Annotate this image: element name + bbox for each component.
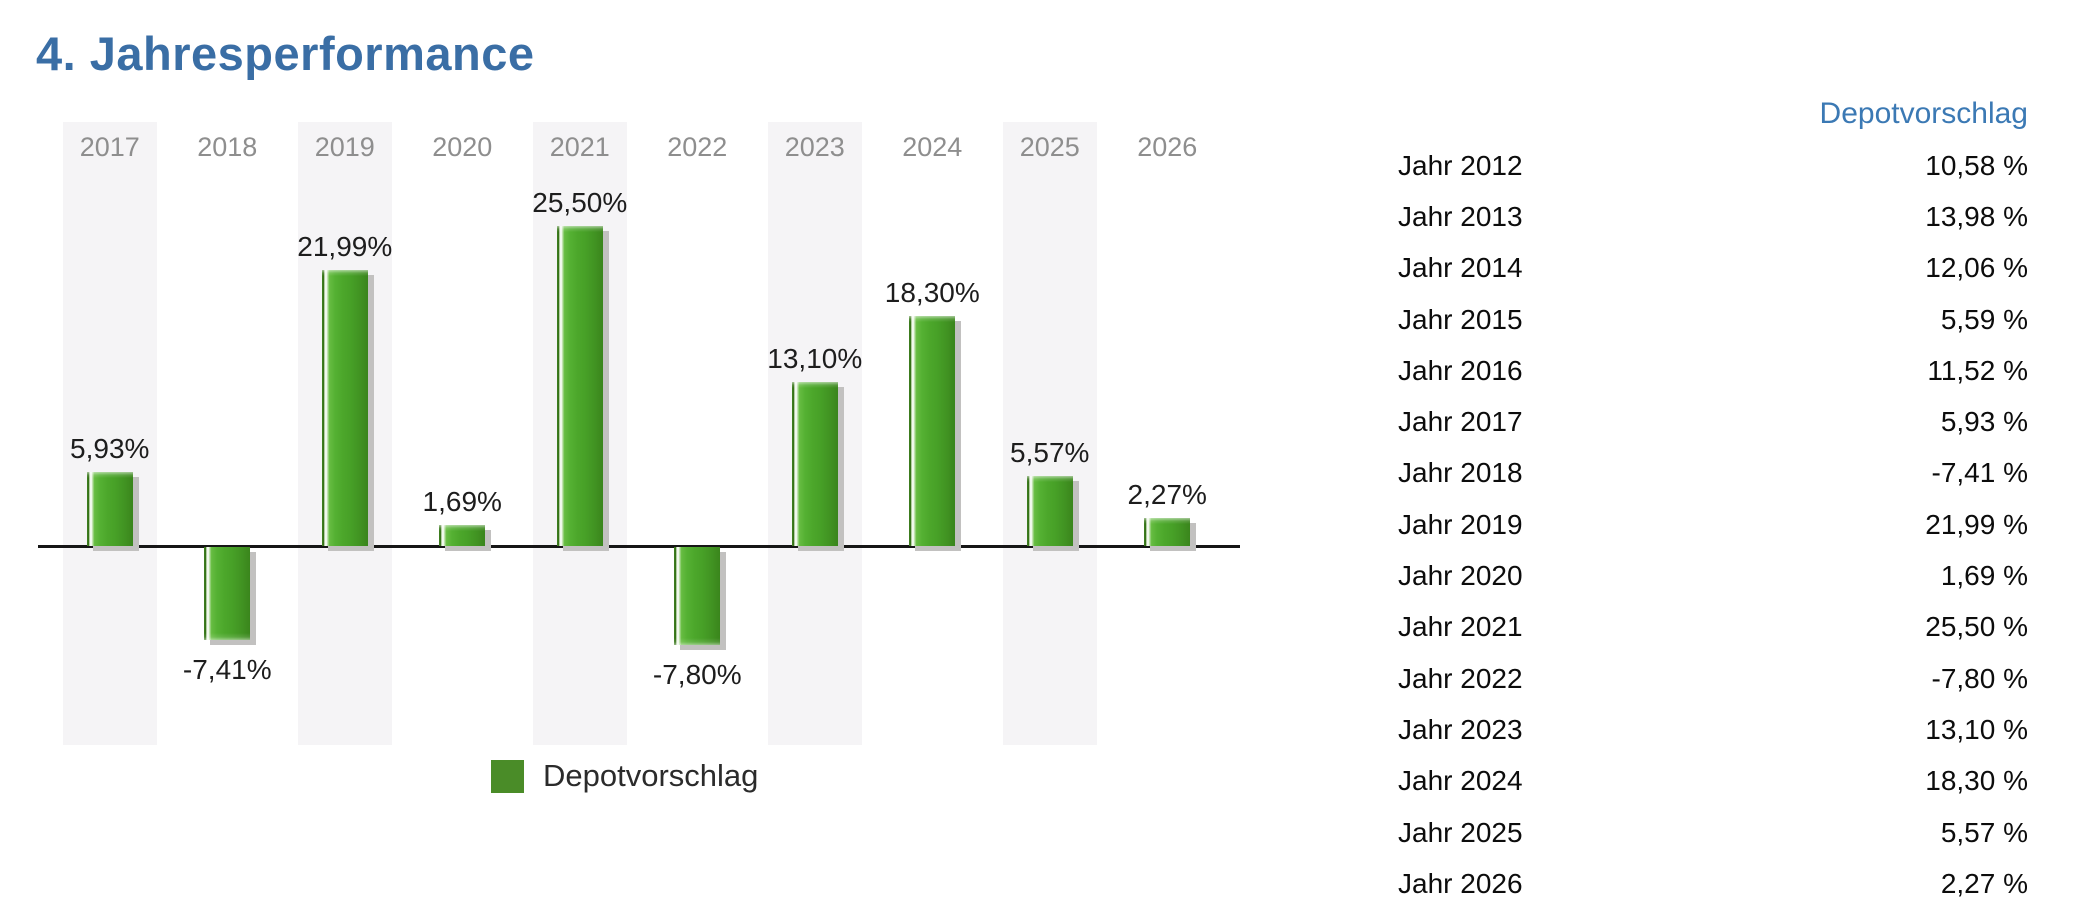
- bar-value-label: 18,30%: [884, 277, 980, 308]
- chart-column: 2017 5,93%: [51, 122, 169, 745]
- row-value: 13,10 %: [1925, 713, 2028, 745]
- chart-legend: Depotvorschlag: [491, 758, 758, 794]
- chart-column: 2022 -7,80%: [639, 122, 757, 745]
- bar: [86, 472, 133, 546]
- row-label: Jahr 2019: [1398, 508, 1523, 540]
- yearly-performance-bar-chart: 2017 5,93% 2018 -7,41% 2019 21,99% 2020 …: [38, 122, 1240, 794]
- bar: [556, 226, 603, 546]
- year-label: 2024: [902, 132, 963, 162]
- row-value: -7,80 %: [1931, 662, 2029, 694]
- year-label: 2023: [784, 132, 845, 162]
- row-value: 5,59 %: [1940, 303, 2028, 335]
- bar-value-label: 2,27%: [1127, 479, 1207, 510]
- row-value: 1,69 %: [1940, 560, 2028, 592]
- table-header: Depotvorschlag: [1819, 97, 2028, 130]
- year-label: 2019: [314, 132, 375, 162]
- table-row: Jahr 2026 2,27 %: [1398, 858, 2028, 909]
- row-label: Jahr 2026: [1398, 867, 1523, 899]
- year-label: 2021: [549, 132, 610, 162]
- bar-value-label: -7,41%: [182, 654, 272, 685]
- row-value: 21,99 %: [1925, 508, 2028, 540]
- bar: [674, 547, 721, 645]
- bar: [791, 382, 838, 546]
- year-label: 2017: [79, 132, 140, 162]
- bar: [439, 525, 486, 546]
- row-value: 18,30 %: [1925, 765, 2028, 797]
- chart-column: 2019 21,99%: [286, 122, 404, 745]
- row-value: 25,50 %: [1925, 611, 2028, 643]
- table-row: Jahr 2018 -7,41 %: [1398, 448, 2028, 499]
- year-label: 2026: [1137, 132, 1198, 162]
- row-label: Jahr 2017: [1398, 406, 1523, 438]
- table-rows: Jahr 2012 10,58 % Jahr 2013 13,98 % Jahr…: [1398, 140, 2028, 909]
- table-row: Jahr 2021 25,50 %: [1398, 602, 2028, 653]
- year-label: 2018: [197, 132, 258, 162]
- row-value: 11,52 %: [1927, 354, 2028, 386]
- bar-value-label: 5,57%: [1010, 437, 1090, 468]
- table-row: Jahr 2017 5,93 %: [1398, 396, 2028, 447]
- table-row: Jahr 2015 5,59 %: [1398, 294, 2028, 345]
- row-label: Jahr 2023: [1398, 713, 1523, 745]
- legend-label: Depotvorschlag: [543, 758, 759, 793]
- chart-column: 2023 13,10%: [756, 122, 874, 745]
- page-title: 4. Jahresperformance: [36, 27, 535, 80]
- chart-column: 2018 -7,41%: [169, 122, 287, 745]
- bar: [321, 270, 368, 546]
- table-row: Jahr 2024 18,30 %: [1398, 756, 2028, 807]
- row-label: Jahr 2024: [1398, 765, 1523, 797]
- row-value: 12,06 %: [1925, 252, 2028, 284]
- row-label: Jahr 2012: [1398, 149, 1523, 181]
- table-row: Jahr 2013 13,98 %: [1398, 191, 2028, 242]
- table-row: Jahr 2020 1,69 %: [1398, 550, 2028, 601]
- table-row: Jahr 2025 5,57 %: [1398, 807, 2028, 858]
- table-row: Jahr 2023 13,10 %: [1398, 704, 2028, 755]
- row-value: 10,58 %: [1925, 149, 2028, 181]
- table-row: Jahr 2014 12,06 %: [1398, 243, 2028, 294]
- bar-value-label: 13,10%: [767, 343, 863, 374]
- year-label: 2022: [667, 132, 728, 162]
- row-label: Jahr 2025: [1398, 816, 1523, 848]
- table-row: Jahr 2016 11,52 %: [1398, 345, 2028, 396]
- row-value: 2,27 %: [1940, 867, 2028, 899]
- legend-swatch-icon: [491, 759, 524, 793]
- bar-value-label: 1,69%: [422, 486, 502, 517]
- row-label: Jahr 2014: [1398, 252, 1523, 284]
- performance-table: Depotvorschlag Jahr 2012 10,58 % Jahr 20…: [1398, 94, 2028, 909]
- table-row: Jahr 2022 -7,80 %: [1398, 653, 2028, 704]
- row-label: Jahr 2018: [1398, 457, 1523, 489]
- chart-column: 2021 25,50%: [521, 122, 639, 745]
- bar-value-label: 5,93%: [70, 433, 150, 464]
- chart-column: 2025 5,57%: [991, 122, 1109, 745]
- bar-value-label: 21,99%: [297, 231, 393, 262]
- bar: [909, 316, 956, 546]
- row-label: Jahr 2021: [1398, 611, 1523, 643]
- year-label: 2025: [1019, 132, 1080, 162]
- bar-value-label: 25,50%: [532, 187, 628, 218]
- row-label: Jahr 2015: [1398, 303, 1523, 335]
- row-value: 13,98 %: [1925, 200, 2028, 232]
- row-label: Jahr 2022: [1398, 662, 1523, 694]
- row-value: 5,57 %: [1940, 816, 2028, 848]
- table-row: Jahr 2012 10,58 %: [1398, 140, 2028, 191]
- table-row: Jahr 2019 21,99 %: [1398, 499, 2028, 550]
- chart-column: 2020 1,69%: [404, 122, 522, 745]
- chart-column: 2024 18,30%: [874, 122, 992, 745]
- bar: [1144, 518, 1191, 546]
- year-label: 2020: [432, 132, 493, 162]
- row-label: Jahr 2013: [1398, 200, 1523, 232]
- chart-column: 2026 2,27%: [1109, 122, 1227, 745]
- x-axis-baseline: [38, 545, 1240, 548]
- row-value: 5,93 %: [1940, 406, 2028, 438]
- row-label: Jahr 2016: [1398, 354, 1523, 386]
- bar: [1026, 476, 1073, 546]
- row-value: -7,41 %: [1931, 457, 2029, 489]
- bar: [204, 547, 251, 640]
- bar-value-label: -7,80%: [652, 659, 742, 690]
- row-label: Jahr 2020: [1398, 560, 1523, 592]
